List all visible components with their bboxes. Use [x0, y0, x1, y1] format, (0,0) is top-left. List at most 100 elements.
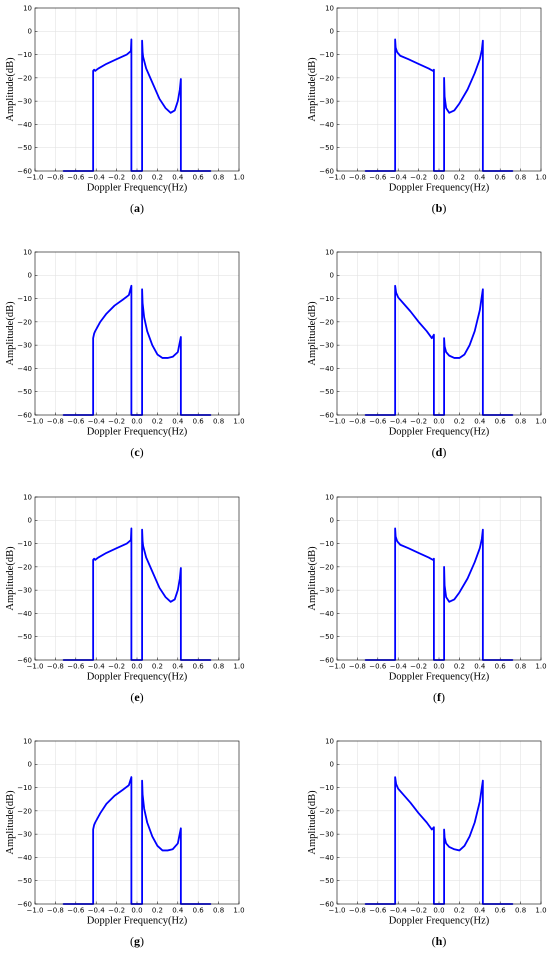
panel-caption: (d) [432, 445, 447, 459]
x-tick-label: −0.8 [349, 174, 366, 182]
y-tick-label: 10 [325, 4, 334, 12]
plot-frame [34, 251, 240, 416]
y-tick-label: −50 [17, 877, 32, 885]
panel-caption-letter: h [436, 934, 443, 948]
x-tick-label: −0.4 [390, 174, 408, 182]
y-tick-label: 0 [330, 761, 334, 769]
x-tick-label: −0.8 [47, 418, 64, 426]
y-tick-label: −40 [17, 854, 32, 862]
y-tick-label: −50 [319, 877, 334, 885]
panel-caption-open: ( [432, 201, 436, 215]
panel-caption: (g) [130, 934, 144, 948]
x-tick-label: −0.2 [108, 174, 125, 182]
panel-caption-close: ) [442, 934, 446, 948]
x-tick-label: −0.2 [108, 907, 125, 915]
panel-caption-close: ) [140, 934, 144, 948]
y-tick-label: −10 [17, 295, 32, 303]
panel-caption-open: ( [130, 201, 134, 215]
x-tick-label: −0.2 [108, 663, 125, 671]
y-tick-label: −20 [319, 318, 334, 326]
y-tick-label: −30 [17, 98, 32, 106]
y-tick-label: −30 [17, 831, 32, 839]
y-tick-label: −30 [17, 342, 32, 350]
y-tick-label: 10 [23, 737, 32, 745]
x-tick-label: 0.2 [454, 663, 465, 671]
x-tick-label: 0.4 [172, 907, 184, 915]
x-tick-label: −0.6 [67, 663, 85, 671]
x-tick-label: −1.0 [27, 418, 44, 426]
x-tick-label: 0.8 [213, 174, 224, 182]
series-line-1 [62, 38, 212, 172]
y-tick-label: 0 [28, 761, 32, 769]
x-tick-label: −0.8 [349, 907, 366, 915]
y-tick-label: 10 [325, 493, 334, 501]
y-tick-label: −50 [319, 144, 334, 152]
y-tick-label: −10 [319, 51, 334, 59]
panel-caption-open: ( [432, 934, 436, 948]
x-tick-label: 1.0 [233, 663, 244, 671]
chart-panel-7: −1.0 −0.8 −0.6 −0.4 −0.2 0.0 0.2 0.4 0.6 0.8 1.0 10… [5, 737, 245, 948]
y-tick-label: −10 [319, 540, 334, 548]
plot-frame [34, 740, 240, 905]
y-tick-label: −60 [319, 900, 334, 908]
y-tick-label: −30 [319, 342, 334, 350]
y-tick-label: −60 [17, 411, 32, 419]
x-tick-label: −0.2 [410, 174, 427, 182]
panel-caption-letter: f [437, 690, 442, 704]
x-tick-label: 1.0 [535, 907, 546, 915]
y-tick-label: 10 [23, 493, 32, 501]
x-tick-label: 0.2 [152, 907, 163, 915]
y-axis-label: Amplitude(dB) [5, 546, 16, 611]
x-tick-label: 0.6 [495, 907, 507, 915]
y-tick-label: −10 [319, 784, 334, 792]
chart-panel-6: −1.0 −0.8 −0.6 −0.4 −0.2 0.0 0.2 0.4 0.6 0.8 1.0 10… [307, 493, 547, 704]
x-axis-label: Doppler Frequency(Hz) [389, 916, 490, 927]
x-tick-label: −0.8 [47, 663, 64, 671]
plot-frame [336, 740, 542, 905]
y-axis-label: Amplitude(dB) [5, 790, 16, 855]
panel-caption-open: ( [130, 445, 134, 459]
x-tick-label: −0.6 [67, 174, 85, 182]
x-tick-label: 0.0 [131, 907, 142, 915]
x-tick-label: 0.0 [433, 418, 444, 426]
x-tick-label: 1.0 [535, 174, 546, 182]
x-tick-label: −0.6 [67, 418, 85, 426]
y-tick-label: −60 [17, 900, 32, 908]
y-tick-label: 10 [325, 737, 334, 745]
x-tick-label: 0.6 [193, 174, 205, 182]
x-tick-label: −0.8 [47, 907, 64, 915]
y-tick-label: −40 [17, 365, 32, 373]
x-tick-label: −1.0 [329, 907, 346, 915]
x-tick-label: 0.8 [515, 907, 526, 915]
chart-panel-5: −1.0 −0.8 −0.6 −0.4 −0.2 0.0 0.2 0.4 0.6 0.8 1.0 10… [5, 493, 245, 704]
x-tick-label: −0.4 [390, 418, 408, 426]
chart-panel-8: −1.0 −0.8 −0.6 −0.4 −0.2 0.0 0.2 0.4 0.6 0.8 1.0 10… [307, 737, 547, 948]
x-tick-label: 0.6 [495, 174, 507, 182]
x-axis-label: Doppler Frequency(Hz) [87, 672, 188, 683]
panel-caption: (b) [432, 201, 447, 215]
x-tick-label: 0.0 [433, 174, 444, 182]
x-tick-label: 0.6 [495, 663, 507, 671]
y-axis-label: Amplitude(dB) [5, 57, 16, 122]
panel-caption-open: ( [130, 934, 134, 948]
x-tick-label: −0.4 [88, 907, 106, 915]
chart-panel-2: −1.0 −0.8 −0.6 −0.4 −0.2 0.0 0.2 0.4 0.6 0.8 1.0 10… [307, 4, 547, 215]
y-tick-label: 0 [330, 517, 334, 525]
x-tick-label: −0.4 [390, 663, 408, 671]
y-tick-label: −20 [319, 563, 334, 571]
panel-caption-close: ) [441, 690, 445, 704]
y-tick-label: −60 [319, 411, 334, 419]
y-axis-label: Amplitude(dB) [5, 301, 16, 366]
x-tick-label: 0.2 [152, 663, 163, 671]
x-tick-label: 0.4 [474, 907, 486, 915]
y-axis-label: Amplitude(dB) [307, 57, 318, 122]
y-tick-label: −40 [17, 121, 32, 129]
x-tick-label: −0.8 [47, 174, 64, 182]
x-axis-label: Doppler Frequency(Hz) [389, 183, 490, 194]
y-tick-label: −60 [17, 656, 32, 664]
x-tick-label: −0.4 [88, 663, 106, 671]
series-line-1 [364, 776, 514, 905]
y-tick-label: −20 [17, 563, 32, 571]
x-tick-label: −0.4 [88, 174, 106, 182]
x-axis-label: Doppler Frequency(Hz) [87, 183, 188, 194]
